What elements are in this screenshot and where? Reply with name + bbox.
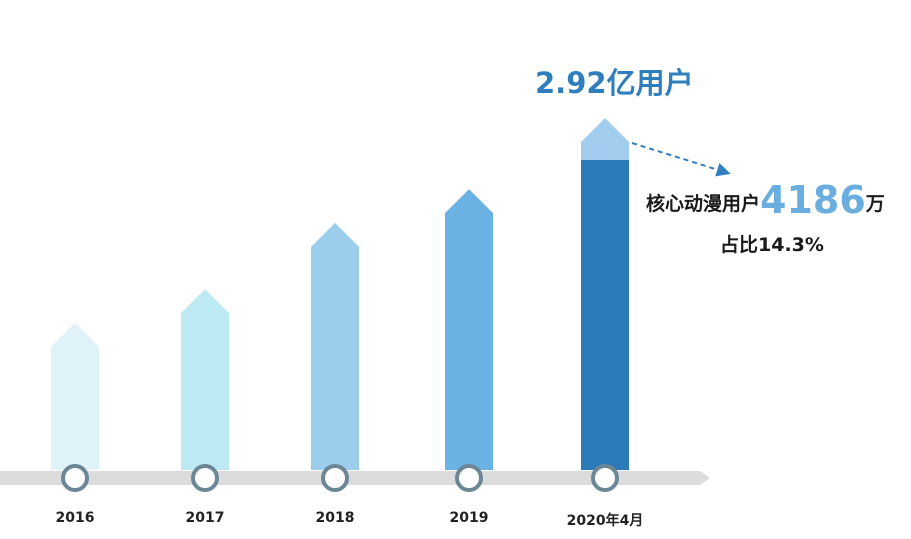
core-users-annotation: 核心动漫用户4186万 xyxy=(646,178,885,222)
timeline-node-icon xyxy=(591,464,619,492)
total-users-unit: 亿用户 xyxy=(606,66,694,100)
core-users-value: 4186 xyxy=(760,178,866,222)
total-users-value: 2.92 xyxy=(535,66,607,100)
timeline-node-icon xyxy=(455,464,483,492)
bar xyxy=(581,160,629,470)
core-users-label: 核心动漫用户 xyxy=(646,193,761,215)
total-users-annotation: 2.92亿用户 xyxy=(535,60,694,102)
x-tick-label: 2020年4月 xyxy=(566,513,644,529)
bar xyxy=(311,222,359,470)
annotation-arrow-icon xyxy=(631,142,731,177)
x-tick-label: 2017 xyxy=(185,510,225,526)
x-tick-label: 2019 xyxy=(449,510,489,526)
timeline-axis xyxy=(0,471,700,485)
bar xyxy=(445,189,493,470)
bar xyxy=(181,289,229,470)
timeline-node-icon xyxy=(191,464,219,492)
timeline-arrow-icon xyxy=(700,471,710,485)
x-tick-label: 2016 xyxy=(55,510,95,526)
x-tick-label: 2018 xyxy=(315,510,355,526)
core-users-share: 占比14.3% xyxy=(720,234,824,256)
timeline-node-icon xyxy=(61,464,89,492)
core-users-unit: 万 xyxy=(865,193,885,215)
bar-top-segment xyxy=(581,118,629,160)
timeline-node-icon xyxy=(321,464,349,492)
bar xyxy=(51,322,99,470)
